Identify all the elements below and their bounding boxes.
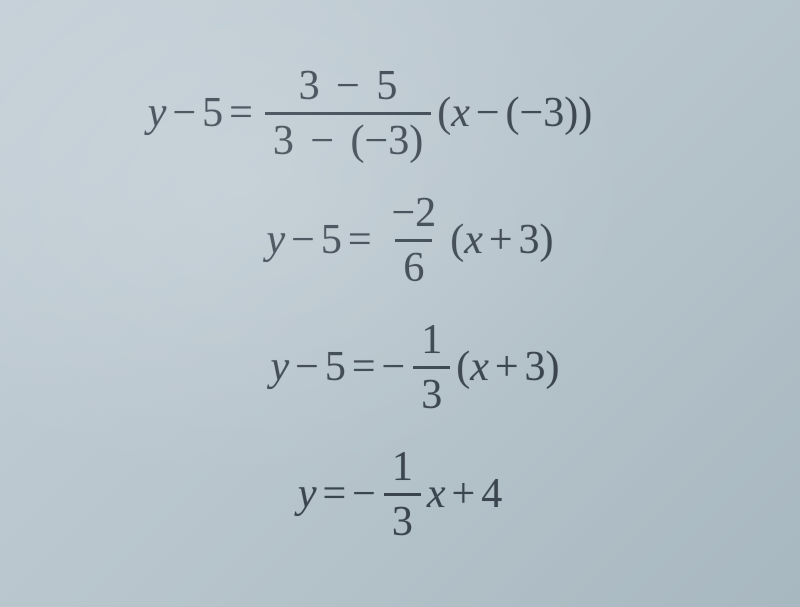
number-5: 5 (202, 89, 223, 137)
fraction-numerator: 1 (384, 443, 421, 493)
equals-sign: = (348, 216, 372, 264)
minus-operator: − (476, 89, 500, 137)
number-4: 4 (481, 470, 502, 518)
variable-x: x (451, 89, 470, 137)
minus-operator: − (295, 343, 319, 391)
left-paren: ( (437, 89, 451, 137)
equals-sign: = (322, 470, 346, 518)
right-paren: ) (546, 343, 560, 391)
variable-x: x (464, 216, 483, 264)
fraction-numerator: −2 (384, 189, 445, 239)
fraction-slope: 3 − 5 3 − (−3) (265, 62, 431, 165)
equation-line-4: y = − 1 3 x + 4 (298, 443, 502, 546)
left-paren: ( (456, 343, 470, 391)
equation-line-1: y − 5 = 3 − 5 3 − (−3) ( x − (−3) ) (148, 62, 592, 165)
equals-sign: = (229, 89, 253, 137)
fraction-denominator: 3 − (−3) (265, 112, 431, 165)
fraction-1-3: 1 3 (384, 443, 421, 546)
variable-y: y (298, 470, 317, 518)
equals-sign: = (352, 343, 376, 391)
plus-operator: + (489, 216, 513, 264)
variable-y: y (148, 89, 167, 137)
right-paren: ) (578, 89, 592, 137)
equation-line-2: y − 5 = −2 6 ( x + 3 ) (266, 189, 553, 292)
negative-sign: − (352, 470, 376, 518)
plus-operator: + (452, 470, 476, 518)
number-5: 5 (325, 343, 346, 391)
fraction-denominator: 6 (395, 239, 432, 292)
variable-y: y (270, 343, 289, 391)
fraction-numerator: 1 (413, 316, 450, 366)
number-neg3: (−3) (506, 89, 579, 137)
right-paren: ) (540, 216, 554, 264)
number-3: 3 (525, 343, 546, 391)
left-paren: ( (450, 216, 464, 264)
number-5: 5 (321, 216, 342, 264)
variable-y: y (266, 216, 285, 264)
variable-x: x (470, 343, 489, 391)
fraction-1-3: 1 3 (413, 316, 450, 419)
minus-operator: − (291, 216, 315, 264)
fraction-denominator: 3 (384, 493, 421, 546)
variable-x: x (427, 470, 446, 518)
fraction-neg2-6: −2 6 (384, 189, 445, 292)
number-3: 3 (519, 216, 540, 264)
minus-operator: − (172, 89, 196, 137)
plus-operator: + (495, 343, 519, 391)
equation-line-3: y − 5 = − 1 3 ( x + 3 ) (270, 316, 559, 419)
negative-sign: − (382, 343, 406, 391)
fraction-denominator: 3 (413, 366, 450, 419)
fraction-numerator: 3 − 5 (291, 62, 406, 112)
